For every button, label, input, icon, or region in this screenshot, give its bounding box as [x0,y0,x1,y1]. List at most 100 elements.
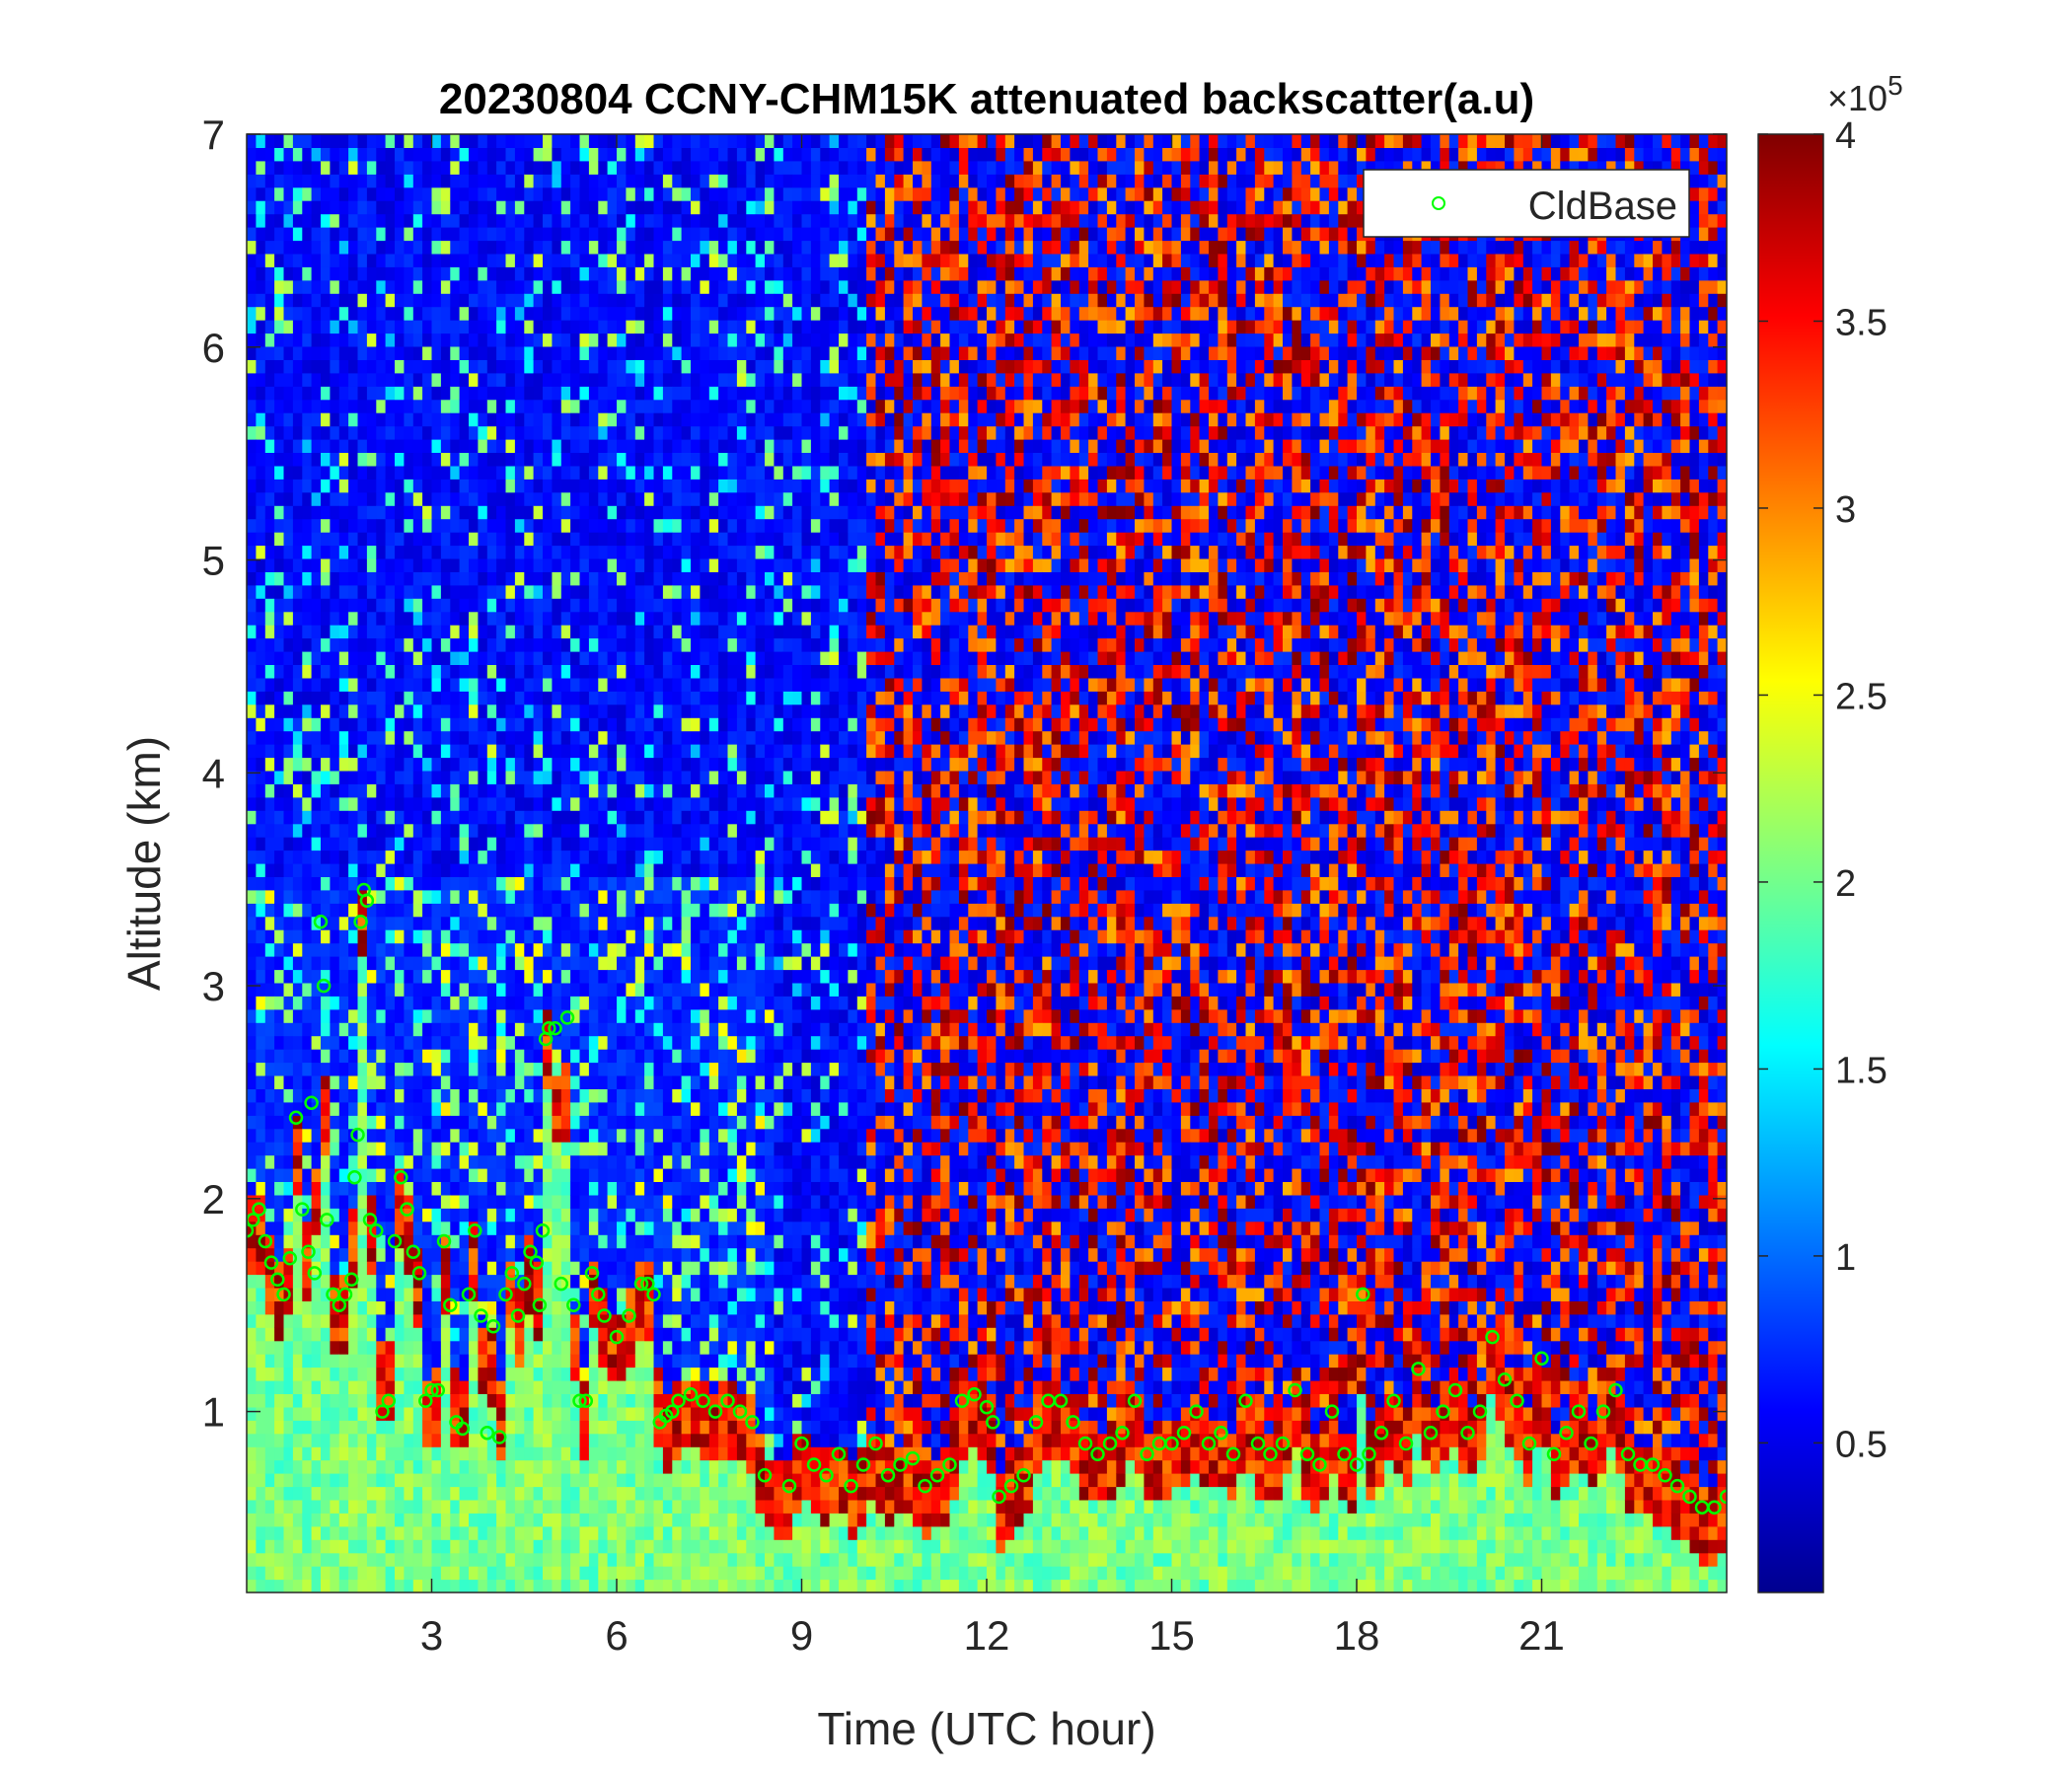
heat-cell [570,266,581,281]
heat-cell [247,545,257,559]
heat-cell [617,1075,627,1089]
heat-cell [357,625,368,639]
heat-cell [478,253,488,267]
heat-cell [533,1313,544,1328]
heat-cell [247,717,257,732]
heat-cell [588,518,599,533]
heat-cell [505,253,516,267]
heat-cell [505,1274,516,1289]
heat-cell [357,598,368,613]
heat-cell [450,611,461,626]
heat-cell [634,584,645,599]
heat-cell [292,969,303,984]
heat-cell [598,518,609,533]
heat-cell [560,439,571,453]
heat-cell [440,730,451,745]
heat-cell [469,186,479,201]
heat-cell [505,134,516,148]
heat-cell [552,266,562,281]
heat-cell [469,982,479,997]
heat-cell [617,876,627,891]
heat-cell [469,863,479,877]
heat-cell [292,730,303,745]
heat-cell [366,903,377,918]
heat-cell [588,837,599,851]
heat-cell [552,545,562,559]
heat-cell [486,346,497,360]
heat-cell [653,518,664,533]
heat-cell [552,850,562,864]
heat-cell [653,1142,664,1156]
heat-cell [348,1552,359,1567]
heat-cell [524,1406,535,1421]
heat-cell [617,1459,627,1474]
heat-cell [514,1433,525,1447]
heat-cell [264,1473,275,1488]
heat-cell [366,333,377,347]
heat-cell [311,837,322,851]
heat-cell [412,1473,423,1488]
heat-cell [311,1525,322,1540]
heat-cell [385,982,396,997]
heat-cell [653,757,664,772]
heat-cell [514,637,525,652]
heat-cell [366,703,377,718]
heat-cell [570,293,581,308]
heat-cell [653,134,664,148]
heat-cell [395,929,405,944]
heat-cell [440,1194,451,1209]
heat-cell [412,691,423,705]
heat-cell [486,412,497,427]
heat-cell [560,306,571,321]
heat-cell [626,1247,636,1262]
heat-cell [302,186,313,201]
heat-cell [292,757,303,772]
heat-cell [366,1274,377,1289]
heat-cell [292,1261,303,1276]
heat-cell [560,1261,571,1276]
heat-cell [533,996,544,1010]
heat-cell [543,1327,553,1342]
heat-cell [588,651,599,665]
heat-cell [292,399,303,413]
heat-cell [283,1446,294,1461]
heat-cell [348,770,359,784]
heat-cell [264,1035,275,1050]
heat-cell [302,147,313,162]
heat-cell [321,584,331,599]
heat-cell [431,200,442,215]
heat-cell [598,320,609,334]
heat-cell [404,969,414,984]
heat-cell [459,545,470,559]
heat-cell [617,479,627,493]
heat-cell [431,1088,442,1103]
heat-cell [505,863,516,877]
heat-cell [283,1539,294,1554]
heat-cell [247,1035,257,1050]
heat-cell [395,518,405,533]
heat-cell [366,293,377,308]
heat-cell [450,1406,461,1421]
heat-cell [644,1075,655,1089]
heat-cell [588,1049,599,1064]
heat-cell [626,1035,636,1050]
heat-cell [395,969,405,984]
heat-cell [366,571,377,586]
heat-cell [607,439,618,453]
heat-cell [283,1062,294,1076]
heat-cell [264,1300,275,1315]
heat-cell [283,889,294,904]
heat-cell [607,227,618,242]
heat-cell [348,346,359,360]
heat-cell [338,1247,349,1262]
heat-cell [366,1261,377,1276]
heat-cell [579,996,590,1010]
heat-cell [256,1566,266,1581]
heat-cell [412,1552,423,1567]
heat-cell [579,1539,590,1554]
heat-cell [357,399,368,413]
heat-cell [311,810,322,825]
heat-cell [579,518,590,533]
heat-cell [385,1154,396,1169]
heat-cell [376,479,387,493]
